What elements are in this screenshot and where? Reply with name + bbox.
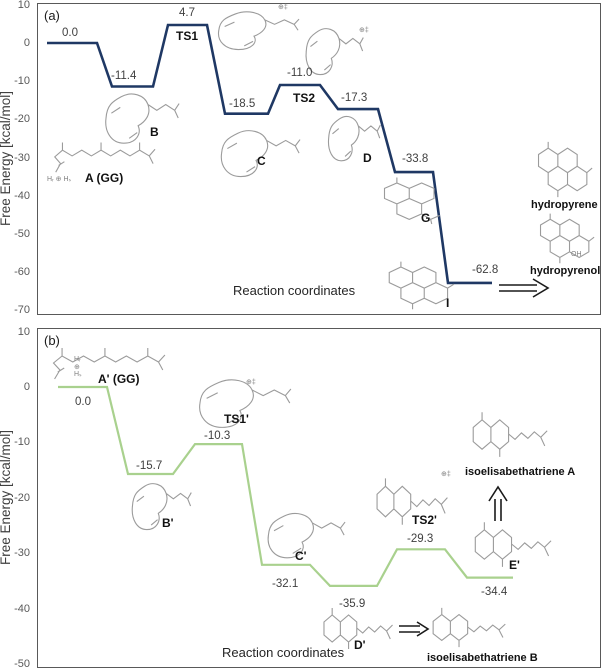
y-axis-tick-label: -20: [14, 113, 30, 126]
y-axis-tick-label: -50: [14, 658, 30, 670]
species-label: D: [363, 151, 372, 165]
energy-value-label: -33.8: [402, 153, 429, 165]
molecule-d-structure: [328, 116, 381, 162]
y-axis-tick-label: -40: [14, 189, 30, 202]
molecule-isoelisabethatriene-b-structure: [432, 607, 506, 648]
y-axis-tick-label: -60: [14, 266, 30, 279]
species-label: A (GG): [85, 171, 124, 185]
product-label: hydropyrenol: [530, 265, 601, 277]
charge-annotation: ⊕‡: [246, 379, 256, 386]
energy-value-label: -11.0: [287, 67, 313, 79]
species-label: TS2: [293, 91, 316, 105]
energy-value-label: -34.4: [481, 586, 508, 598]
charge-annotation: ⊕‡: [441, 471, 451, 478]
y-axis-tick-label: -10: [14, 436, 30, 449]
molecule-i-structure: [388, 260, 455, 310]
product-double-arrow-right: [399, 621, 430, 637]
product-double-arrow-up: [488, 485, 508, 521]
plot-area-b: (b) Reaction coordinates 0.0 A' (GG) -15.7…: [37, 328, 601, 668]
energy-value-label: -35.9: [339, 598, 366, 610]
species-label: I: [446, 296, 450, 310]
energy-value-label: 4.7: [179, 7, 195, 19]
energy-value-label: -18.5: [229, 98, 256, 110]
charge-annotation: Hᵣ ⊕ Hₛ: [74, 356, 82, 378]
x-axis-label: Reaction coordinates: [233, 283, 356, 298]
species-label: B': [162, 516, 174, 530]
molecule-b-structure: [105, 93, 180, 144]
x-axis-label: Reaction coordinates: [222, 645, 345, 660]
energy-value-label: -32.1: [272, 578, 299, 590]
molecule-ts1-structure: [217, 11, 300, 51]
y-axis-ticks: 10 0 -10 -20 -30 -40 -50: [0, 326, 30, 670]
panel-a: Free Energy [kcal/mol] 10 0 -10 -20 -30 -40 -5…: [0, 0, 605, 322]
energy-profile-line-b: [58, 385, 513, 587]
product-label: isoelisabethatriene A: [465, 466, 576, 478]
y-axis-tick-label: 0: [23, 37, 30, 49]
energy-value-label: -17.3: [341, 92, 368, 104]
y-axis-tick-label: -20: [14, 491, 30, 504]
y-axis-tick-label: -30: [14, 547, 30, 560]
product-label: isoelisabethatriene B: [427, 652, 538, 664]
y-axis-ticks: 10 0 -10 -20 -30 -40 -50 -60 -70: [0, 0, 30, 322]
species-label: TS1': [224, 412, 249, 426]
energy-value-label: -15.7: [136, 460, 163, 472]
charge-annotation: ⊕‡: [278, 4, 288, 11]
species-label: TS2': [412, 513, 437, 527]
energy-value-label: -29.3: [407, 533, 434, 545]
y-axis-tick-label: -50: [14, 228, 30, 240]
species-label: TS1: [176, 29, 199, 43]
y-axis-tick-label: -40: [14, 602, 30, 615]
molecule-b-prime-structure: [131, 483, 192, 531]
panel-letter: (b): [44, 333, 60, 348]
molecule-hydropyrenol-structure: [540, 213, 595, 264]
species-label: D': [354, 638, 366, 652]
energy-value-label: -11.4: [111, 70, 137, 82]
molecule-isoelisabethatriene-a-structure: [472, 411, 548, 458]
species-label: A' (GG): [98, 372, 140, 386]
energy-value-label: -10.3: [204, 430, 231, 442]
y-axis-tick-label: -70: [14, 304, 30, 317]
species-label: E': [509, 558, 520, 572]
energy-profile-line-a: [47, 23, 492, 285]
y-axis-tick-label: -30: [14, 151, 30, 164]
species-label: B: [150, 125, 159, 139]
molecule-hydropyrene-structure: [538, 141, 593, 198]
plot-area-a: (a) Reaction coordinates 0.0 A (GG) -11.4 B…: [37, 3, 601, 315]
product-label: hydropyrene: [531, 199, 598, 211]
charge-annotation: ⊕‡: [359, 27, 369, 34]
species-label: C': [295, 549, 307, 563]
y-axis-tick-label: 0: [23, 381, 30, 393]
panel-letter: (a): [44, 8, 60, 23]
energy-value-label: -62.8: [472, 264, 499, 276]
y-axis-tick-label: -10: [14, 75, 30, 88]
charge-annotation: Hᵣ ⊕ Hₛ: [47, 176, 72, 183]
species-label: G: [421, 211, 431, 225]
y-axis-tick-label: 10: [17, 325, 30, 338]
panel-b: Free Energy [kcal/mol] 10 0 -10 -20 -30 -40 -5…: [0, 326, 605, 670]
molecule-g-structure: [383, 176, 441, 225]
energy-value-label: 0.0: [62, 27, 78, 39]
y-axis-tick-label: 10: [17, 0, 30, 11]
energy-value-label: 0.0: [75, 396, 91, 408]
product-double-arrow-right: [499, 278, 550, 298]
charge-annotation: OH: [571, 251, 582, 258]
species-label: C: [257, 154, 266, 168]
